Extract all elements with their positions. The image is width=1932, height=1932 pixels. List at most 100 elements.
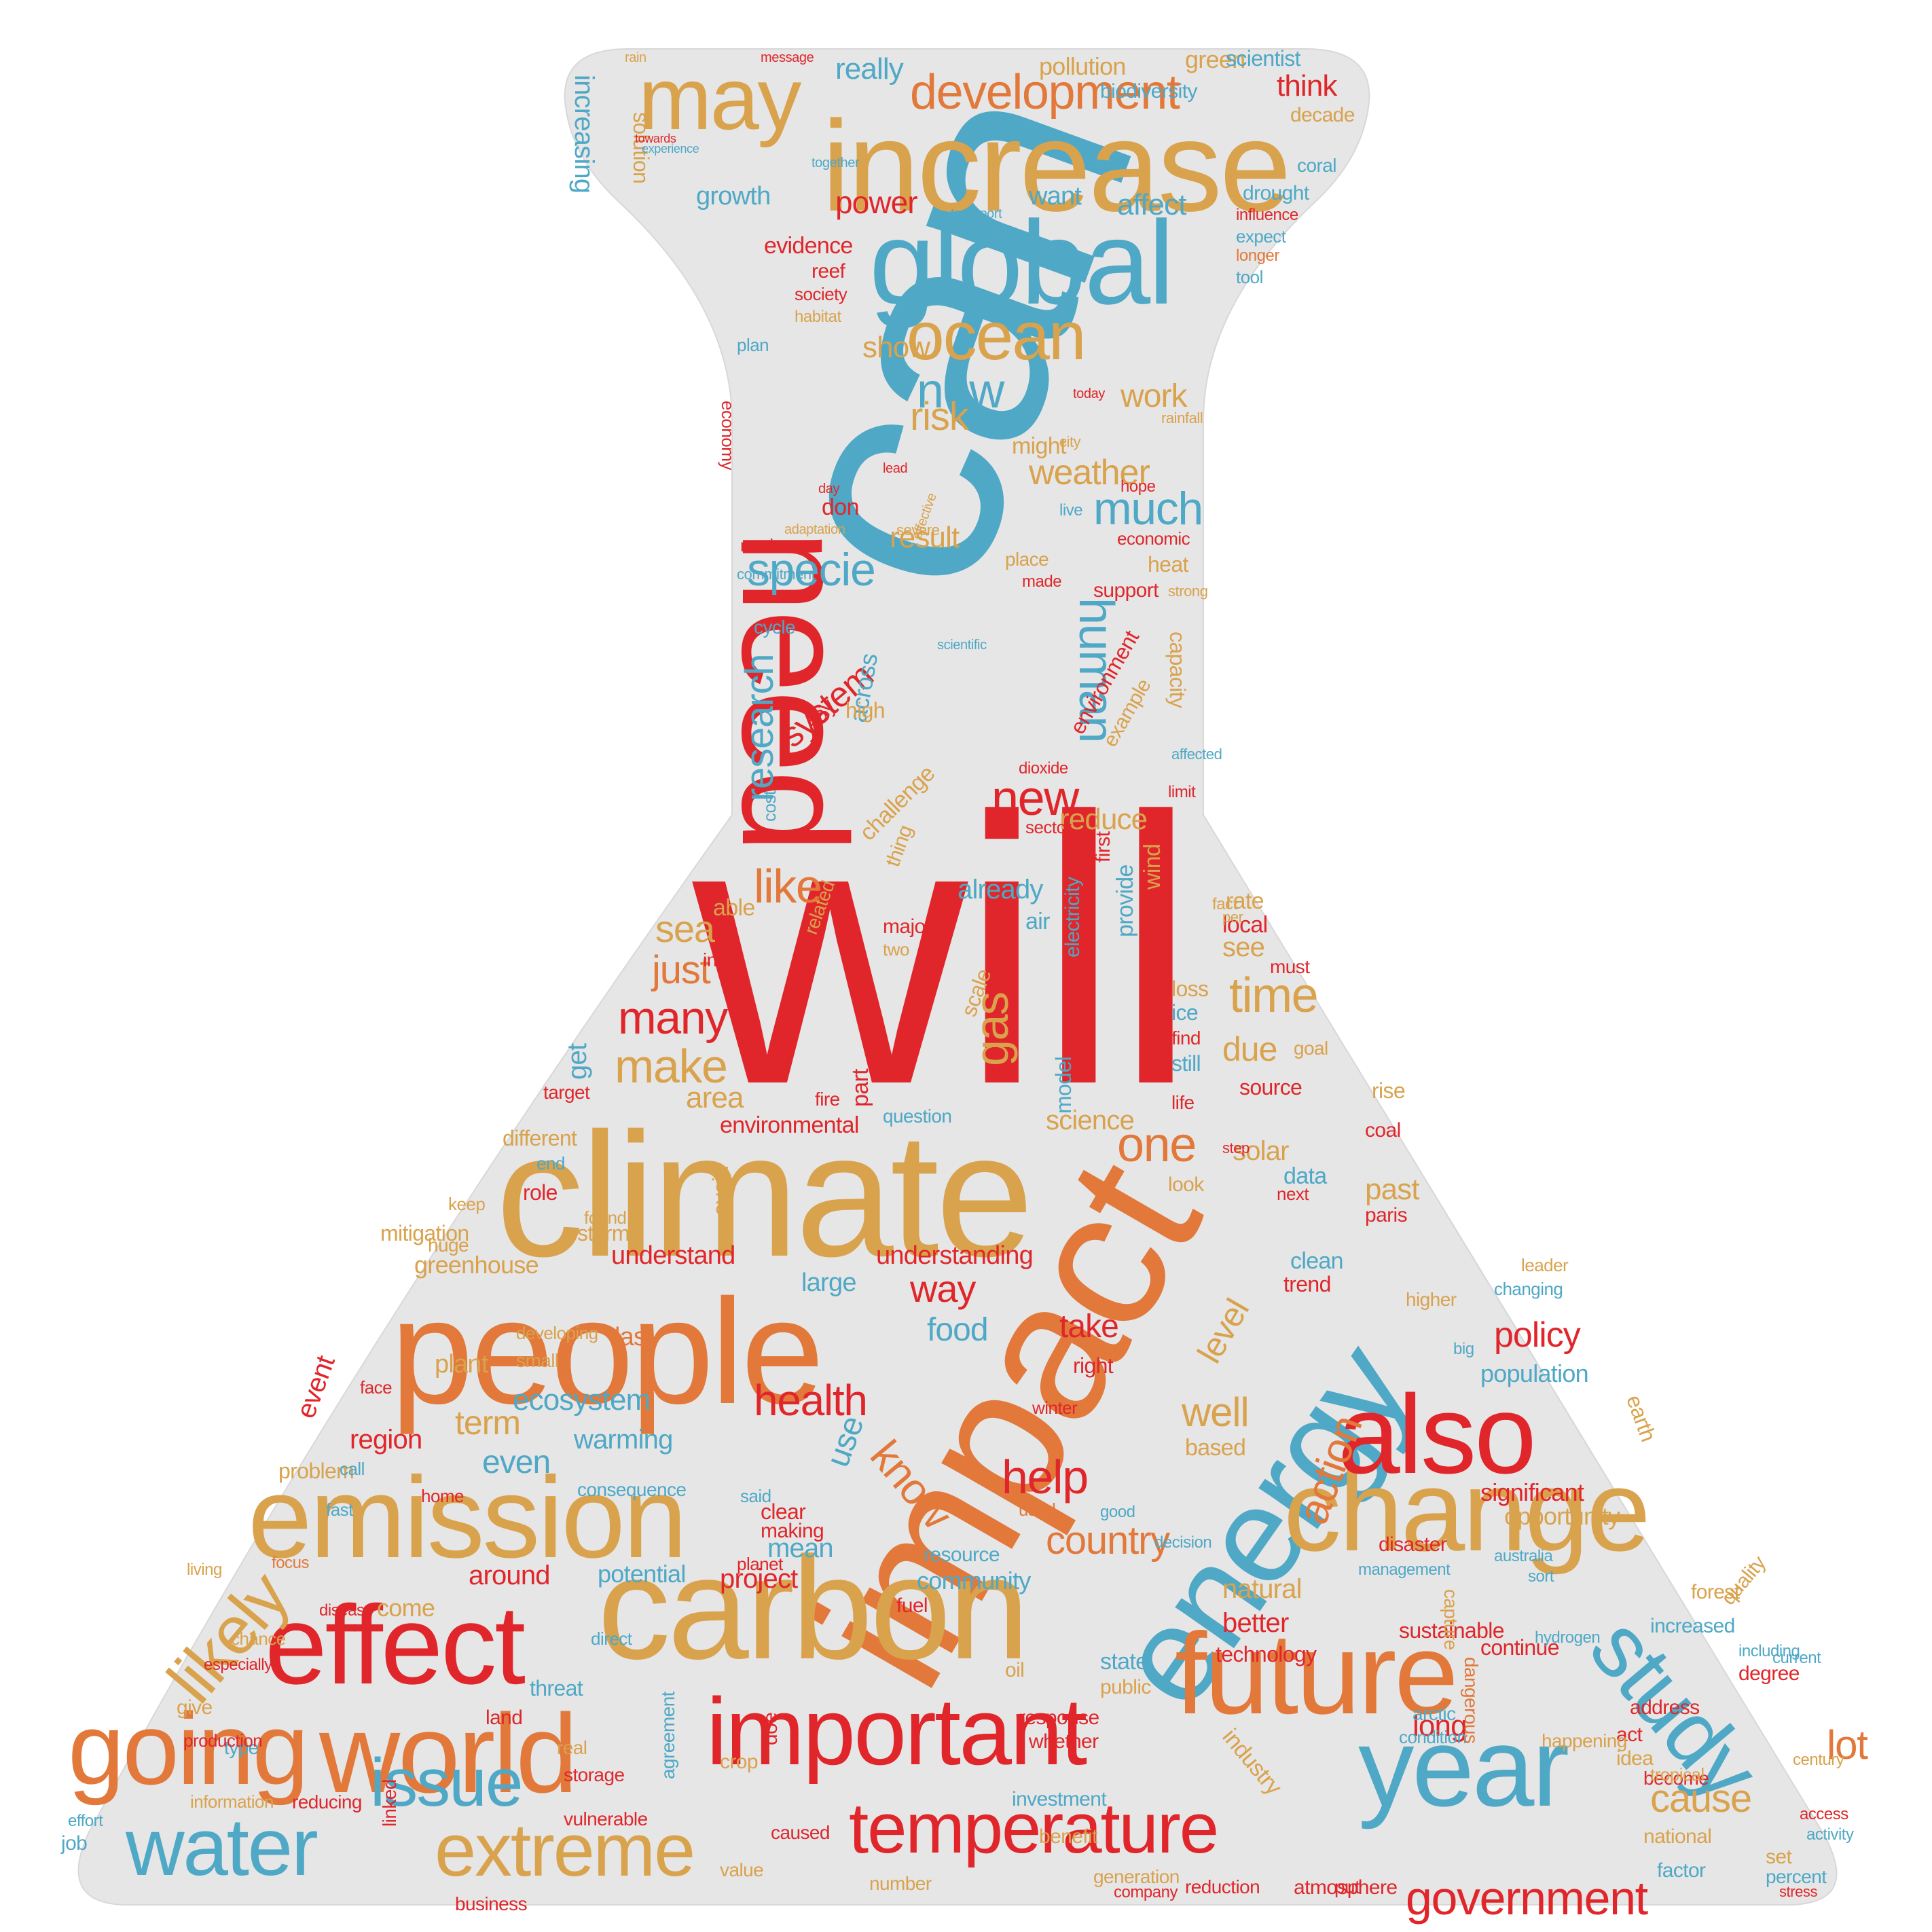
word: issue [370,1745,523,1821]
word: together [812,156,860,170]
word: vulnerable [564,1808,648,1829]
word: percent [1766,1866,1827,1887]
word: current [1772,1649,1821,1667]
word: capture [1440,1589,1461,1650]
word: large [801,1269,856,1297]
word: make [615,1040,728,1093]
word: mean [767,1533,834,1563]
word: risk [910,395,969,439]
word: put [1334,1876,1360,1897]
word: plan [737,335,769,355]
word: extreme [435,1808,695,1892]
word: today [1073,386,1105,401]
word: important [706,1678,1087,1785]
word: don [822,494,859,520]
word: global [869,197,1175,329]
word: paris [1365,1204,1408,1226]
word: understanding [876,1241,1034,1270]
word: condition [1399,1727,1467,1747]
word: expect [1236,226,1286,247]
word: fast [326,1499,353,1520]
word: project [720,1564,798,1594]
word: science [1046,1106,1135,1135]
word: hydrogen [1535,1628,1601,1647]
word: information [190,1791,274,1812]
word: whether [1029,1730,1099,1753]
word: electricity [1061,877,1084,958]
word: living [187,1561,222,1579]
word: effect [265,1582,526,1707]
word: take [1059,1309,1119,1345]
word: focus [272,1554,309,1572]
word: fire [815,1089,840,1110]
word: earth [1622,1391,1661,1445]
word: air [1025,909,1050,934]
word: like [754,860,822,913]
word: type [224,1737,259,1758]
word: especially [204,1656,272,1674]
word: reef [812,260,845,282]
word: future [1175,1609,1459,1738]
word: rainfall [1161,409,1203,426]
word: oil [1005,1659,1025,1681]
word: access [1800,1805,1848,1823]
word: chance [231,1628,286,1649]
word: new [991,771,1079,826]
word: clear [761,1499,806,1524]
word: message [761,50,814,65]
word: right [1073,1353,1114,1378]
word: different [503,1126,577,1150]
word: region [350,1425,422,1455]
word: around [469,1561,551,1590]
word: goal [1294,1038,1328,1059]
word: value [720,1859,764,1880]
word: life [1171,1092,1195,1113]
word: climate [496,1097,1034,1294]
word: tool [1236,267,1263,287]
word: target [543,1082,590,1103]
word: pollution [1039,52,1126,80]
word: sea [655,907,715,950]
word: changing [1494,1279,1563,1299]
word: even [482,1444,551,1480]
word: company [1114,1883,1178,1901]
word: set [1766,1846,1792,1868]
word: big [1453,1340,1474,1358]
word: longer [1236,247,1279,265]
word: country [1046,1518,1170,1563]
word: effort [68,1812,103,1830]
word: must [1270,956,1310,977]
word: water [126,1802,318,1893]
word: winter [1032,1398,1078,1418]
word: change [1283,1446,1651,1575]
word: greenhouse [414,1251,539,1279]
word: ecosystem [513,1383,651,1417]
word: based [1185,1435,1246,1461]
word: weather [1029,453,1150,492]
word: get [562,1043,592,1080]
word: one [1117,1118,1197,1172]
word: production [183,1730,263,1751]
word: live [1059,501,1083,520]
word: leader [1521,1255,1569,1275]
word: huge [428,1235,469,1256]
word: better [1222,1608,1289,1638]
word: higher [1406,1289,1457,1310]
word: temperature [849,1789,1219,1868]
word: scientific [937,638,987,653]
word: planet [737,1554,783,1574]
word: due [1222,1030,1277,1068]
word: still [1171,1051,1201,1076]
word: small [516,1350,559,1371]
word: year [1358,1705,1569,1829]
word: many [618,992,728,1044]
word: found [584,1207,627,1228]
word: next [1277,1184,1309,1204]
word: might [1012,433,1066,459]
word: want [1029,182,1082,211]
word: heat [1148,552,1188,577]
word: think [1277,69,1337,103]
word: past [1365,1173,1420,1206]
flask-shape [77,48,1838,1906]
